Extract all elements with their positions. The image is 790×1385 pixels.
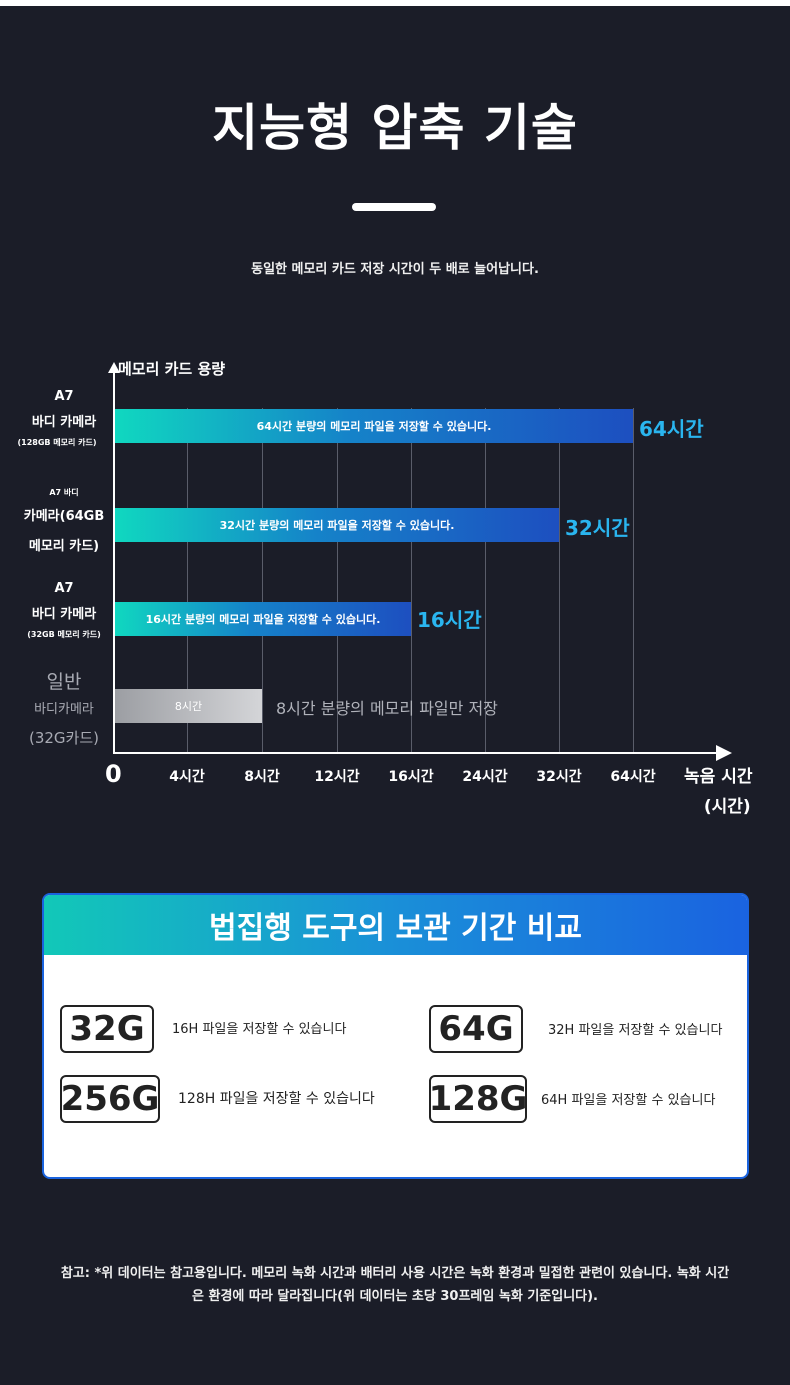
row-label-line: 바디카메라 — [34, 702, 94, 717]
x-tick-label: 24시간 — [462, 769, 508, 785]
x-tick-label: 12시간 — [314, 769, 360, 785]
x-tick-label: 8시간 — [244, 769, 280, 785]
row-label-line: A7 — [54, 389, 74, 404]
gridline — [337, 408, 338, 752]
y-axis-label: 메모리 카드 용량 — [118, 360, 226, 378]
comparison-card: 법집행 도구의 보관 기간 비교 32G 16H 파일을 저장할 수 있습니다 … — [42, 893, 749, 1179]
row-label-line: 바디 카메라 — [31, 607, 97, 622]
gridline — [411, 408, 412, 752]
title-underline — [352, 203, 436, 211]
row-label-line: 메모리 카드) — [28, 539, 100, 554]
gridline — [633, 408, 634, 752]
x-axis-label: 녹음 시간 (시간) — [684, 762, 752, 822]
bar-value-32h: 32시간 — [565, 516, 630, 540]
capacity-text-64g: 32H 파일을 저장할 수 있습니다 — [548, 1023, 723, 1038]
capacity-badge-64g: 64G — [429, 1005, 523, 1053]
capacity-badge-256g: 256G — [60, 1075, 160, 1123]
gridline — [187, 408, 188, 752]
x-axis-line — [113, 752, 718, 754]
comparison-title: 법집행 도구의 보관 기간 비교 — [44, 895, 747, 955]
footnote-line2: 은 환경에 따라 달라집니다(위 데이터는 초당 30프레임 녹화 기준입니다)… — [192, 1289, 598, 1304]
gridline — [485, 408, 486, 752]
bar-64h: 64시간 분량의 메모리 파일을 저장할 수 있습니다. — [115, 409, 633, 443]
bar-note-8h: 8시간 분량의 메모리 파일만 저장 — [276, 699, 498, 718]
row-label-line: (32G카드) — [28, 729, 99, 747]
row-label-line: A7 — [54, 581, 74, 596]
footnote-line1: 참고: *위 데이터는 참고용입니다. 메모리 녹화 시간과 배터리 사용 시간… — [60, 1266, 730, 1281]
capacity-text-128g: 64H 파일을 저장할 수 있습니다 — [541, 1093, 716, 1108]
bar-16h: 16시간 분량의 메모리 파일을 저장할 수 있습니다. — [115, 602, 411, 636]
capacity-text-256g: 128H 파일을 저장할 수 있습니다 — [178, 1091, 375, 1107]
row-label-generic: 일반 바디카메라 (32G카드) — [8, 668, 120, 752]
x-axis-label-line2: (시간) — [703, 797, 751, 817]
y-axis-line — [113, 372, 115, 754]
row-label-line: 일반 — [46, 671, 82, 693]
page-subtitle: 동일한 메모리 카드 저장 시간이 두 배로 늘어납니다. — [251, 262, 539, 277]
row-label-small: (32GB 메모리 카드) — [27, 630, 101, 639]
capacity-badge-128g: 128G — [429, 1075, 527, 1123]
bar-value-16h: 16시간 — [417, 608, 482, 632]
x-tick-label: 64시간 — [610, 769, 656, 785]
row-label-line: 바디 카메라 — [31, 415, 97, 430]
y-axis-arrow — [108, 362, 120, 373]
gridline — [559, 408, 560, 752]
capacity-badge-32g: 32G — [60, 1005, 154, 1053]
row-label-line: 카메라(64GB — [23, 509, 105, 524]
x-axis-arrow — [716, 745, 732, 761]
row-label-128gb: A7 바디 카메라 (128GB 메모리 카드) — [8, 384, 120, 450]
gridline — [262, 408, 263, 752]
footnote: 참고: *위 데이터는 참고용입니다. 메모리 녹화 시간과 배터리 사용 시간… — [0, 1262, 790, 1308]
row-label-small: A7 바디 — [49, 488, 79, 497]
bar-32h: 32시간 분량의 메모리 파일을 저장할 수 있습니다. — [115, 508, 559, 542]
row-label-32gb: A7 바디 카메라 (32GB 메모리 카드) — [8, 576, 120, 642]
row-label-64gb: A7 바디 카메라(64GB 메모리 카드) — [8, 486, 120, 560]
x-tick-label: 4시간 — [169, 769, 205, 785]
top-strip — [0, 0, 790, 6]
bar-value-64h: 64시간 — [639, 417, 704, 441]
bar-8h: 8시간 — [115, 689, 262, 723]
row-label-small: (128GB 메모리 카드) — [17, 438, 97, 447]
x-tick-label: 16시간 — [388, 769, 434, 785]
page-title: 지능형 압축 기술 — [212, 99, 578, 157]
x-axis-label-line1: 녹음 시간 — [684, 767, 753, 787]
x-tick-zero: 0 — [105, 760, 122, 788]
capacity-text-32g: 16H 파일을 저장할 수 있습니다 — [172, 1022, 347, 1037]
x-tick-label: 32시간 — [536, 769, 582, 785]
